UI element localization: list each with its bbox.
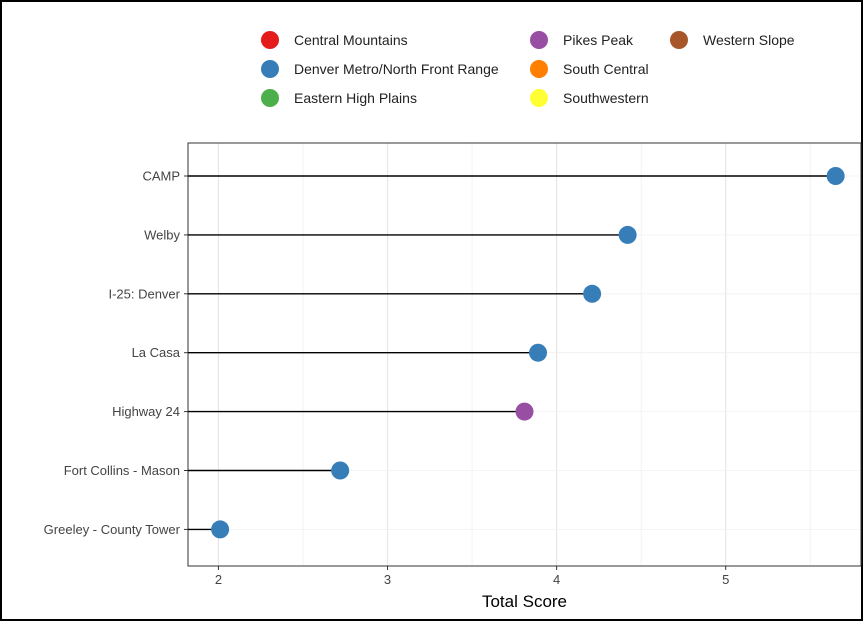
point-camp: [826, 167, 845, 185]
x-tick-label-4: 4: [553, 572, 560, 587]
legend-key-western-slope: [670, 31, 688, 49]
legend-item-central-mountains: Central Mountains: [261, 31, 408, 49]
point-fort-collins-mason: [331, 461, 350, 480]
y-tick-label-camp: CAMP: [142, 169, 180, 184]
y-tick-label-fort-collins-mason: Fort Collins - Mason: [64, 463, 180, 478]
point-i-25-denver: [583, 284, 602, 303]
legend-key-eastern-high-plains: [261, 89, 279, 107]
y-axis: CAMP Welby I-25: Denver La Casa Highway 24 Fo…: [44, 169, 188, 537]
point-la-casa: [529, 343, 548, 362]
panel-border: [187, 142, 862, 567]
legend-key-southwestern: [530, 89, 548, 107]
legend-label-eastern-high-plains: Eastern High Plains: [294, 90, 417, 106]
x-axis-title: Total Score: [482, 592, 567, 611]
legend-label-pikes-peak: Pikes Peak: [563, 32, 634, 48]
x-axis: 2 3 4 5: [215, 566, 729, 587]
legend-key-central-mountains: [261, 31, 279, 49]
x-tick-label-3: 3: [384, 572, 391, 587]
legend-label-southwestern: Southwestern: [563, 90, 649, 106]
y-tick-label-welby: Welby: [144, 227, 180, 242]
plot-area: [187, 142, 862, 567]
y-tick-label-i-25-denver: I-25: Denver: [108, 286, 180, 301]
legend-item-western-slope: Western Slope: [670, 31, 795, 49]
legend-item-southwestern: Southwestern: [530, 89, 649, 107]
legend-label-south-central: South Central: [563, 61, 649, 77]
legend-key-south-central: [530, 60, 548, 78]
legend-label-denver-metro-north-front-range: Denver Metro/North Front Range: [294, 61, 499, 77]
legend-item-eastern-high-plains: Eastern High Plains: [261, 89, 417, 107]
x-tick-label-5: 5: [722, 572, 729, 587]
point-welby: [618, 225, 637, 244]
y-tick-label-highway-24: Highway 24: [112, 404, 180, 419]
point-highway-24: [515, 402, 534, 421]
y-tick-label-la-casa: La Casa: [132, 345, 181, 360]
legend-key-denver-metro-north-front-range: [261, 60, 279, 78]
point-greeley-county-tower: [211, 520, 230, 539]
legend-key-pikes-peak: [530, 31, 548, 49]
legend-item-south-central: South Central: [530, 60, 649, 78]
y-tick-label-greeley-county-tower: Greeley - County Tower: [44, 522, 181, 537]
legend-label-central-mountains: Central Mountains: [294, 32, 408, 48]
legend-item-denver-metro-north-front-range: Denver Metro/North Front Range: [261, 60, 499, 78]
x-tick-label-2: 2: [215, 572, 222, 587]
legend-item-pikes-peak: Pikes Peak: [530, 31, 634, 49]
legend-label-western-slope: Western Slope: [703, 32, 795, 48]
legend: Central Mountains Denver Metro/North Fron…: [261, 31, 795, 107]
